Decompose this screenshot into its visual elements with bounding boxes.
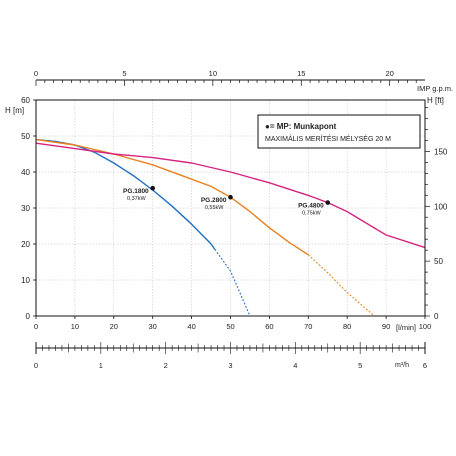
series-label-PG.4800: PG.4800 [298,203,324,210]
y-left-tick-label: 40 [21,168,30,177]
legend-box [257,114,421,149]
x-tick-label: 70 [304,322,312,331]
y-axis-left-label: H [m] [5,106,24,115]
x-top-tick-label: 0 [34,69,38,78]
x-axis-top-label: IMP g.p.m. [417,84,453,93]
curve-dashed-PG.1800 [214,249,251,317]
curve-PG.4800 [35,142,426,249]
x-bottom2-tick-label: 3 [228,361,232,370]
x-top-tick-label: 20 [386,69,394,78]
series-power-PG.4800: 0,75kW [302,211,321,217]
x-bottom2-tick-label: 0 [34,361,38,370]
series-power-PG.2800: 0,55kW [205,205,224,211]
y-right-tick-label: 100 [434,202,448,211]
working-point-PG.1800 [150,185,155,191]
working-point-PG.2800 [228,194,233,200]
y-axis-right-label: H [ft] [427,96,444,105]
curve-dashed-PG.2800 [307,254,375,317]
series-label-PG.1800: PG.1800 [123,188,149,195]
working-point-PG.4800 [325,200,331,205]
x-tick-label: 10 [71,322,79,331]
legend: ●= MP: Munkapont MAXIMÁLIS MERÍTÉSI MÉLY… [257,114,421,149]
curve-PG.2800 [35,138,309,256]
y-right-tick-label: 50 [434,257,443,266]
y-left-tick-label: 20 [21,240,30,249]
x-tick-label: 40 [187,322,195,331]
y-right-tick-label: 150 [434,147,448,156]
legend-title: ●= MP: Munkapont [265,122,337,131]
y-left-tick-label: 0 [26,312,31,321]
y-left-tick-label: 60 [21,96,30,105]
x-bottom2-tick-label: 6 [423,361,427,370]
x-axis-label: [l/min] [396,323,416,332]
y-right-tick-label: 0 [434,312,439,321]
x-tick-label: 90 [382,322,390,331]
x-axis-bottom2-label: m³/h [395,362,409,369]
x-tick-label: 30 [149,322,157,331]
x-tick-label: 20 [110,322,118,331]
y-left-tick-label: 10 [21,276,30,285]
x-tick-label: 60 [265,322,273,331]
x-top-tick-label: 10 [209,69,217,78]
y-left-tick-label: 30 [21,204,30,213]
y-left-tick-label: 50 [21,132,30,141]
x-top-tick-label: 5 [122,69,126,78]
series-power-PG.1800: 0,37kW [127,196,146,202]
x-tick-label: 0 [34,322,38,331]
x-top-tick-label: 15 [297,69,305,78]
series-label-PG.2800: PG.2800 [201,197,227,204]
x-tick-label: 80 [343,322,351,331]
legend-subtitle: MAXIMÁLIS MERÍTÉSI MÉLYSÉG 20 M [265,134,391,143]
x-tick-label: 100 [419,322,432,331]
x-bottom2-tick-label: 2 [164,361,168,370]
x-tick-label: 50 [226,322,234,331]
x-bottom2-tick-label: 4 [293,361,297,370]
x-bottom2-tick-label: 1 [99,361,103,370]
x-bottom2-tick-label: 5 [358,361,362,370]
